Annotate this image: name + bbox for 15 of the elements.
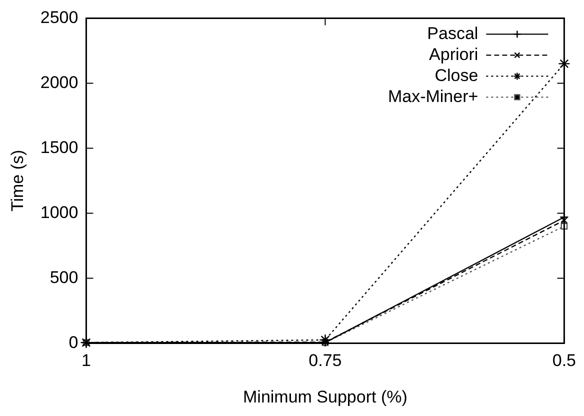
legend-label: Apriori [429,44,478,64]
y-axis-title: Time (s) [8,150,27,212]
y-tick-label: 2500 [40,8,78,27]
legend-label: Pascal [427,24,478,43]
y-tick-label: 500 [50,268,78,287]
x-tick-label: 0.75 [308,351,342,370]
y-tick-label: 0 [68,332,78,352]
y-tick-label: 1500 [40,138,78,157]
legend-label: Close [434,66,478,85]
y-tick-label: 2000 [40,72,78,92]
legend-label: Max-Miner+ [388,86,478,106]
x-axis-title: Minimum Support (%) [243,387,408,406]
x-tick-label: 1 [81,351,91,370]
x-tick-label: 0.5 [552,351,576,370]
y-tick-label: 1000 [40,202,78,222]
